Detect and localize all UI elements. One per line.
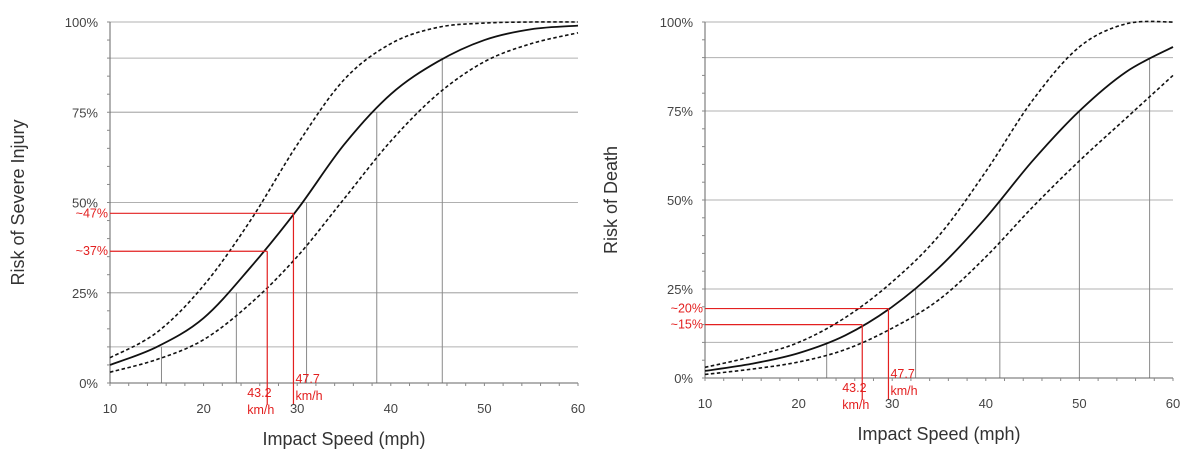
- annotation-risk-label: ~47%: [76, 206, 108, 220]
- x-tick-label: 40: [384, 401, 398, 416]
- annotation-risk-label: ~20%: [671, 302, 703, 316]
- severe-injury-chart: ~37% 43.2 km/h ~47% 47.7 km/h 0% 25% 50% 75% 100% 1…: [8, 15, 585, 449]
- y-tick-label: 0%: [674, 371, 693, 386]
- y-tick-label: 50%: [667, 193, 693, 208]
- x-tick-label: 50: [1072, 396, 1086, 411]
- death-risk-chart-panel: ~15% 43.2 km/h ~20% 47.7 km/h 0% 25% 50% 75% 100% 1…: [595, 0, 1185, 450]
- x-tick-label: 30: [290, 401, 304, 416]
- annotation-risk-label: ~37%: [76, 244, 108, 258]
- x-tick-label: 60: [1166, 396, 1180, 411]
- death-risk-chart: ~15% 43.2 km/h ~20% 47.7 km/h 0% 25% 50% 75% 100% 1…: [601, 15, 1180, 444]
- x-tick-label: 30: [885, 396, 899, 411]
- confidence-bound-line: [704, 74, 1174, 376]
- risk-curve-line: [704, 46, 1174, 372]
- x-axis-title: Impact Speed (mph): [857, 424, 1020, 444]
- x-tick-label: 50: [477, 401, 491, 416]
- y-tick-label: 100%: [660, 15, 694, 30]
- y-tick-label: 25%: [72, 286, 98, 301]
- x-tick-label: 10: [698, 396, 712, 411]
- severe-injury-chart-panel: ~37% 43.2 km/h ~47% 47.7 km/h 0% 25% 50% 75% 100% 1…: [8, 15, 585, 449]
- annotation-speed-label: 47.7 km/h: [890, 367, 917, 398]
- y-axis-title: Risk of Severe Injury: [8, 119, 28, 285]
- risk-curve-line: [109, 24, 579, 366]
- annotation-speed-label: 43.2 km/h: [247, 386, 274, 417]
- x-tick-label: 60: [571, 401, 585, 416]
- y-tick-label: 50%: [72, 196, 98, 211]
- x-tick-label: 10: [103, 401, 117, 416]
- annotation-speed-label: 43.2 km/h: [842, 381, 869, 412]
- confidence-bound-line: [109, 21, 579, 359]
- x-tick-label: 20: [791, 396, 805, 411]
- y-tick-label: 75%: [667, 104, 693, 119]
- x-tick-label: 20: [196, 401, 210, 416]
- x-tick-label: 40: [979, 396, 993, 411]
- y-tick-label: 75%: [72, 105, 98, 120]
- y-tick-label: 0%: [79, 376, 98, 391]
- annotation-risk-label: ~15%: [671, 318, 703, 332]
- y-tick-label: 100%: [65, 15, 99, 30]
- confidence-bound-line: [704, 20, 1174, 369]
- y-axis-title: Risk of Death: [601, 146, 621, 254]
- y-tick-label: 25%: [667, 282, 693, 297]
- x-axis-title: Impact Speed (mph): [262, 429, 425, 449]
- annotation-speed-label: 47.7 km/h: [295, 372, 322, 403]
